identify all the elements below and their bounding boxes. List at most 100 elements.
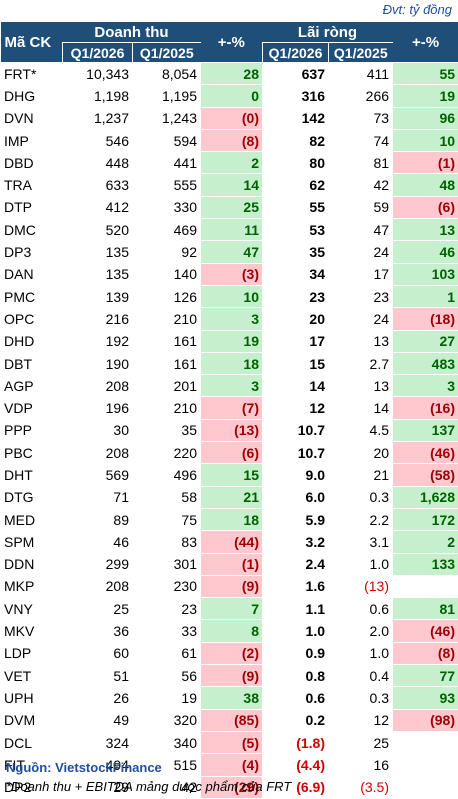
code: DTG (1, 486, 63, 508)
header-q2025: Q1/2025 (133, 43, 201, 63)
revenue-2026: 299 (63, 553, 133, 575)
profit-2025: 13 (329, 330, 393, 352)
revenue-2025: 230 (133, 575, 201, 597)
revenue-pct: 18 (201, 352, 263, 374)
profit-2025: 20 (329, 442, 393, 464)
profit-pct: (46) (393, 620, 458, 642)
profit-2025: 2.2 (329, 508, 393, 530)
footnote: *Doanh thu + EBITDA mảng dược phẩm của F… (6, 779, 291, 794)
code: DVN (1, 107, 63, 129)
revenue-2026: 139 (63, 285, 133, 307)
profit-pct: 46 (393, 241, 458, 263)
profit-pct: 93 (393, 687, 458, 709)
profit-pct (393, 754, 458, 776)
revenue-2026: 51 (63, 665, 133, 687)
profit-2026: 10.7 (263, 419, 329, 441)
profit-2026: 1.1 (263, 598, 329, 620)
revenue-2026: 190 (63, 352, 133, 374)
code: DMC (1, 219, 63, 241)
profit-2026: 0.8 (263, 665, 329, 687)
unit-note: Đvt: tỷ đồng (383, 2, 452, 17)
profit-2025: 3.1 (329, 531, 393, 553)
profit-2026: 82 (263, 129, 329, 151)
revenue-pct: 0 (201, 85, 263, 107)
profit-2025: 13 (329, 375, 393, 397)
table: Mã CK Doanh thu +-% Lãi ròng +-% Q1/2026… (0, 22, 458, 799)
profit-2026: 53 (263, 219, 329, 241)
revenue-2025: 140 (133, 263, 201, 285)
profit-2025: 0.6 (329, 598, 393, 620)
profit-pct: 55 (393, 63, 458, 85)
profit-2025: 0.4 (329, 665, 393, 687)
profit-2025: 1.0 (329, 642, 393, 664)
revenue-2025: 1,195 (133, 85, 201, 107)
code: PBC (1, 442, 63, 464)
profit-2026: 0.9 (263, 642, 329, 664)
code: DTP (1, 196, 63, 218)
revenue-2026: 71 (63, 486, 133, 508)
revenue-pct: 14 (201, 174, 263, 196)
profit-2026: 1.0 (263, 620, 329, 642)
revenue-2025: 19 (133, 687, 201, 709)
revenue-pct: (3) (201, 263, 263, 285)
code: DHG (1, 85, 63, 107)
revenue-2026: 520 (63, 219, 133, 241)
revenue-2025: 340 (133, 731, 201, 753)
header-q2026: Q1/2026 (263, 43, 329, 63)
revenue-pct: 11 (201, 219, 263, 241)
profit-2026: (4.4) (263, 754, 329, 776)
revenue-pct: 10 (201, 285, 263, 307)
profit-pct: 13 (393, 219, 458, 241)
revenue-2025: 75 (133, 508, 201, 530)
revenue-pct: (5) (201, 731, 263, 753)
source: Nguồn: VietstockFinance (6, 760, 162, 775)
revenue-2026: 448 (63, 152, 133, 174)
revenue-pct: 19 (201, 330, 263, 352)
profit-2025: 1.0 (329, 553, 393, 575)
profit-pct: 1 (393, 285, 458, 307)
code: MKP (1, 575, 63, 597)
code: VDP (1, 397, 63, 419)
profit-2025: 0.3 (329, 687, 393, 709)
revenue-2026: 546 (63, 129, 133, 151)
revenue-pct: (44) (201, 531, 263, 553)
code: UPH (1, 687, 63, 709)
profit-2025: 24 (329, 308, 393, 330)
header-code: Mã CK (1, 22, 63, 63)
code: DVM (1, 709, 63, 731)
profit-pct: 137 (393, 419, 458, 441)
header-pct: +-% (393, 22, 458, 63)
profit-2025: 81 (329, 152, 393, 174)
revenue-pct: (13) (201, 419, 263, 441)
revenue-pct: 2 (201, 152, 263, 174)
profit-pct (393, 776, 458, 798)
profit-pct: 77 (393, 665, 458, 687)
revenue-2026: 10,343 (63, 63, 133, 85)
revenue-2025: 58 (133, 486, 201, 508)
code: OPC (1, 308, 63, 330)
revenue-2026: 208 (63, 442, 133, 464)
profit-2026: 55 (263, 196, 329, 218)
revenue-pct: (4) (201, 754, 263, 776)
profit-2026: 5.9 (263, 508, 329, 530)
revenue-pct: 7 (201, 598, 263, 620)
code: TRA (1, 174, 63, 196)
revenue-2026: 135 (63, 241, 133, 263)
profit-2025: 47 (329, 219, 393, 241)
revenue-2025: 210 (133, 397, 201, 419)
profit-pct: 1,628 (393, 486, 458, 508)
profit-2025: 42 (329, 174, 393, 196)
profit-2026: 20 (263, 308, 329, 330)
revenue-2025: 35 (133, 419, 201, 441)
revenue-2026: 192 (63, 330, 133, 352)
profit-pct (393, 575, 458, 597)
revenue-2026: 208 (63, 575, 133, 597)
header-q2026: Q1/2026 (63, 43, 133, 63)
profit-2025: 2.7 (329, 352, 393, 374)
revenue-pct: 21 (201, 486, 263, 508)
